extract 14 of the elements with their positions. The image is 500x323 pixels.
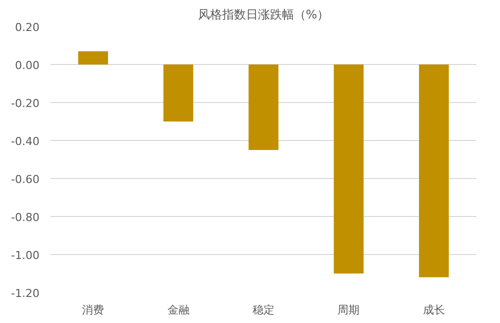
y-tick-label: -1.00 [11, 249, 40, 262]
x-tick-label: 稳定 [252, 304, 274, 316]
y-tick-label: -0.60 [11, 173, 40, 186]
x-tick-label: 消费 [82, 304, 104, 316]
chart-title: 风格指数日涨跌幅（%） [198, 8, 330, 22]
x-tick-label: 成长 [422, 304, 445, 316]
x-tick-label: 金融 [167, 304, 190, 316]
y-tick-label: 0.20 [15, 21, 40, 34]
x-tick-label: 周期 [338, 304, 360, 316]
y-tick-label: -1.20 [11, 287, 40, 300]
y-tick-label: -0.40 [11, 135, 40, 148]
y-tick-label: -0.20 [11, 97, 40, 110]
y-tick-label: 0.00 [15, 59, 40, 72]
y-tick-label: -0.80 [11, 211, 40, 224]
